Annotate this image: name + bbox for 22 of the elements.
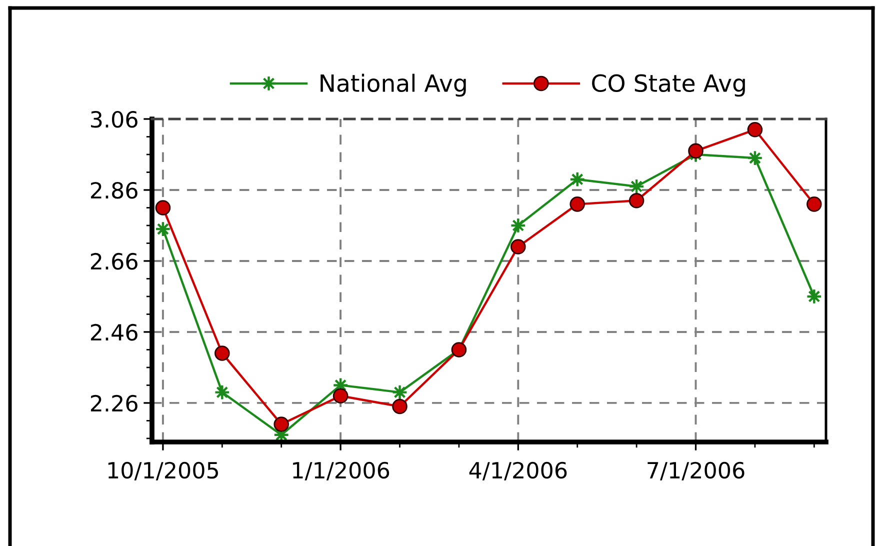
point (155, 200, 171, 216)
x-tick-label: 7/1/2006 (648, 462, 744, 480)
point (332, 388, 348, 404)
point (806, 196, 822, 212)
y-tick-label: 2.86 (90, 182, 138, 199)
legend-label: National Avg (320, 74, 466, 97)
point (274, 416, 289, 432)
point (392, 398, 408, 414)
x-tick-label: 1/1/2006 (293, 462, 390, 480)
y-tick-label: 2.26 (90, 394, 138, 412)
point (510, 239, 526, 254)
point (747, 122, 763, 138)
x-tick-label: 10/1/2005 (108, 462, 218, 480)
point (570, 196, 585, 212)
point (688, 143, 704, 159)
point (628, 193, 644, 208)
legend-label: CO State Avg (592, 74, 745, 97)
y-tick-label: 2.46 (90, 324, 138, 341)
x-tick-label: 4/1/2006 (469, 462, 567, 480)
point (214, 346, 230, 361)
y-tick-label: 3.06 (91, 110, 138, 128)
y-tick-label: 2.66 (90, 252, 138, 270)
